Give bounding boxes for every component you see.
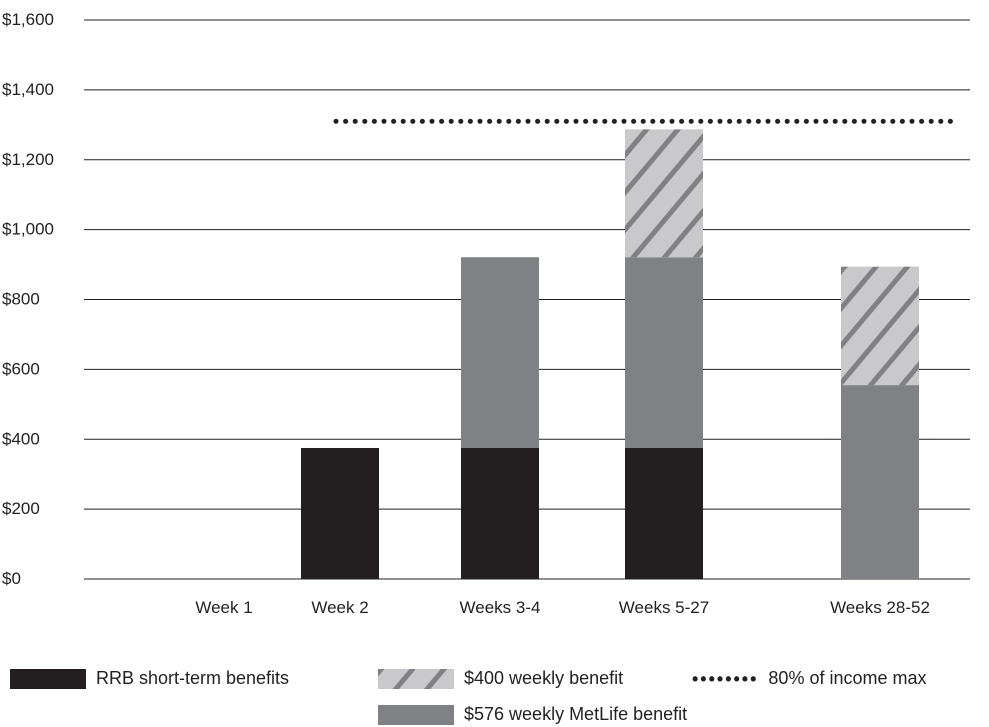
bar-rrb [301,447,379,579]
bar-hatch [841,266,919,386]
legend-label-rrb: RRB short-term benefits [96,668,290,688]
legend-label-metlife: $576 weekly MetLife benefit [464,704,688,724]
legend-label-dotted: 80% of income max [768,668,927,688]
legend-swatch-metlife [378,704,454,725]
legend-label-hatch: $400 weekly benefit [464,668,624,688]
legend-item-hatch: $400 weekly benefit [378,668,623,689]
x-category-label: Week 1 [195,598,252,617]
legend-item-metlife: $576 weekly MetLife benefit [378,704,687,725]
x-category-label: Week 2 [311,598,368,617]
bar-metlife [625,257,703,448]
bar-rrb [625,447,703,579]
y-tick-label: $600 [2,359,40,378]
x-category-label: Weeks 28-52 [830,598,930,617]
legend-swatch-hatch [378,668,454,689]
legend-swatch-dotted: •••••••• [692,668,759,689]
x-category-label: Weeks 5-27 [619,598,709,617]
bar-rrb [461,447,539,579]
stacked-bar-chart: $0 $200 $400 $600 $800 $1,000 $1,200 $1,400 $1,6… [2,10,970,617]
bars [301,129,919,579]
y-tick-label: $400 [2,429,40,448]
bar-metlife [461,257,539,448]
y-tick-label: $1,000 [2,220,54,239]
bar-hatch [625,129,703,258]
bar-metlife [841,385,919,579]
y-tick-label: $1,600 [2,10,54,29]
y-tick-label: $1,400 [2,80,54,99]
y-tick-label: $0 [2,569,21,588]
y-tick-label: $200 [2,499,40,518]
y-axis-tick-labels: $0 $200 $400 $600 $800 $1,000 $1,200 $1,400 $1,6… [2,10,54,588]
x-axis-category-labels: Week 1 Week 2 Weeks 3-4 Weeks 5-27 Weeks 28-… [195,598,930,617]
legend-item-rrb: RRB short-term benefits [10,668,289,689]
legend-item-dotted: •••••••• 80% of income max [692,668,927,689]
legend-swatch-rrb [10,668,86,689]
x-category-label: Weeks 3-4 [460,598,541,617]
y-tick-label: $1,200 [2,150,54,169]
y-tick-label: $800 [2,290,40,309]
